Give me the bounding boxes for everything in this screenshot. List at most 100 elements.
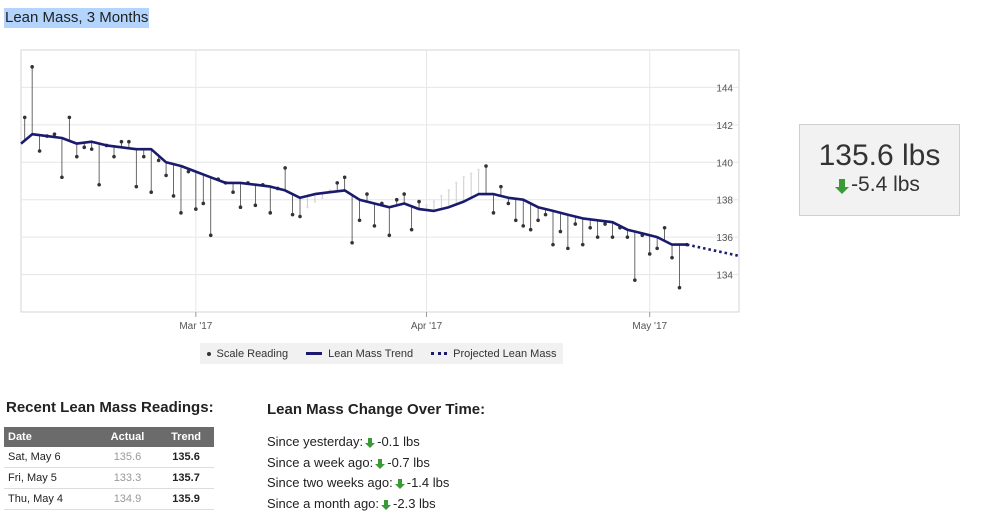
- column-header-date: Date: [4, 427, 97, 447]
- scale-reading-point: [551, 242, 555, 247]
- scale-reading-point: [677, 285, 682, 290]
- scale-reading-point: [521, 224, 526, 228]
- change-label: Since a month ago:: [267, 495, 380, 511]
- row-trend: 135.6: [158, 447, 214, 468]
- row-trend: 135.9: [158, 488, 214, 510]
- lean-mass-change: -5.4 lbs: [800, 173, 959, 197]
- scale-reading-point: [22, 115, 27, 120]
- x-tick-label: Apr '17: [411, 321, 443, 332]
- scale-reading-point: [417, 199, 421, 204]
- scale-reading-point: [112, 154, 116, 159]
- y-tick-label: 134: [716, 271, 733, 282]
- change-over-time-list: Since yesterday: -0.1 lbs Since a week a…: [267, 432, 449, 514]
- scale-reading-point: [231, 190, 235, 195]
- scale-reading-point: [253, 203, 258, 208]
- missing-day-point: [440, 194, 443, 198]
- scale-reading-point: [588, 225, 592, 230]
- scale-reading-point: [536, 218, 540, 223]
- scale-reading-point: [506, 201, 511, 206]
- scale-reading-point: [372, 224, 377, 228]
- row-actual: 133.3: [96, 467, 159, 489]
- change-value: -0.7 lbs: [387, 454, 430, 470]
- lean-mass-change-value: -5.4 lbs: [851, 173, 920, 196]
- change-value: -1.4 lbs: [406, 475, 450, 490]
- column-header-trend: Trend: [158, 427, 214, 447]
- scale-reading-point: [298, 214, 302, 219]
- chart-legend: Scale Reading Lean Mass Trend Projected …: [200, 343, 563, 364]
- scale-reading-point: [179, 211, 183, 215]
- change-label: Since two weeks ago:: [267, 475, 393, 490]
- y-tick-label: 144: [716, 83, 733, 94]
- scale-reading-point: [409, 227, 414, 232]
- scale-reading-point: [610, 235, 615, 239]
- scale-reading-point: [164, 173, 168, 178]
- scale-reading-point: [89, 147, 94, 151]
- scale-reading-point: [402, 192, 406, 196]
- table-row: Fri, May 5 133.3 135.7: [4, 467, 214, 489]
- legend-scale-reading[interactable]: Scale Reading: [206, 347, 289, 360]
- scale-reading-point: [513, 218, 518, 223]
- change-item-yesterday: Since yesterday: -0.1 lbs: [267, 432, 449, 453]
- y-tick-label: 136: [716, 233, 733, 244]
- missing-day-point: [477, 168, 480, 171]
- missing-day-point: [432, 200, 436, 203]
- scale-reading-point: [595, 235, 600, 239]
- scale-reading-point: [603, 222, 607, 226]
- scale-reading-point: [573, 222, 578, 226]
- recent-readings-table: Date Actual Trend Sat, May 6 135.6 135.6…: [4, 427, 214, 510]
- change-label: Since yesterday:: [267, 434, 364, 449]
- current-lean-mass-summary: 135.6 lbs -5.4 lbs: [799, 124, 960, 216]
- y-tick-label: 140: [716, 158, 733, 169]
- y-tick-label: 142: [716, 121, 733, 132]
- scale-reading-point: [662, 225, 667, 230]
- scale-reading-point: [97, 182, 101, 187]
- column-header-actual: Actual: [96, 427, 159, 447]
- missing-day-point: [447, 189, 451, 192]
- scale-reading-point: [201, 201, 206, 206]
- legend-trend[interactable]: Lean Mass Trend: [306, 348, 413, 360]
- current-lean-mass: 135.6 lbs: [818, 139, 941, 172]
- scale-reading-point: [387, 233, 392, 238]
- missing-day-point: [313, 200, 317, 203]
- change-item-month: Since a month ago: -2.3 lbs: [267, 494, 449, 515]
- scale-reading-point: [528, 227, 533, 232]
- scale-reading-point: [268, 211, 273, 215]
- scale-reading-point: [37, 149, 42, 153]
- recent-readings-title: Recent Lean Mass Readings:: [6, 399, 214, 416]
- scale-reading-point: [558, 229, 563, 234]
- scale-reading-point: [342, 175, 347, 180]
- legend-projected-label: Projected Lean Mass: [453, 347, 557, 360]
- row-actual: 135.6: [96, 447, 159, 468]
- scale-reading-point: [357, 218, 362, 223]
- row-trend: 135.7: [158, 467, 214, 489]
- scale-reading-point: [149, 190, 154, 195]
- row-date: Fri, May 5: [4, 467, 97, 489]
- legend-projected[interactable]: Projected Lean Mass: [431, 348, 556, 360]
- y-tick-label: 138: [716, 196, 733, 207]
- projected-line-marker-icon: [431, 352, 448, 355]
- scale-reading-point: [134, 184, 139, 189]
- scale-reading-point: [394, 197, 399, 202]
- scale-reading-point: [484, 164, 488, 168]
- scale-reading-point: [127, 139, 131, 144]
- trend-line-marker-icon: [306, 352, 323, 355]
- arrow-down-icon: [394, 479, 405, 490]
- x-tick-label: Mar '17: [179, 321, 212, 332]
- x-tick-label: May '17: [632, 321, 667, 332]
- scale-reading-point: [60, 175, 64, 180]
- missing-day-point: [462, 176, 465, 179]
- legend-scale-reading-label: Scale Reading: [216, 347, 289, 360]
- plot-frame: [20, 49, 740, 313]
- projected-lean-mass-line: [686, 243, 740, 258]
- table-row: Sat, May 6 135.6 135.6: [4, 447, 214, 468]
- scale-reading-point: [566, 246, 570, 251]
- arrow-down-icon: [365, 438, 376, 449]
- missing-day-point: [455, 181, 458, 185]
- scale-reading-point: [365, 192, 369, 196]
- scale-reading-point: [647, 252, 652, 256]
- scale-reading-point: [499, 184, 503, 189]
- scale-reading-point: [580, 242, 585, 247]
- scale-reading-point: [208, 233, 213, 238]
- missing-day-point: [425, 204, 428, 207]
- scale-reading-point: [52, 132, 57, 137]
